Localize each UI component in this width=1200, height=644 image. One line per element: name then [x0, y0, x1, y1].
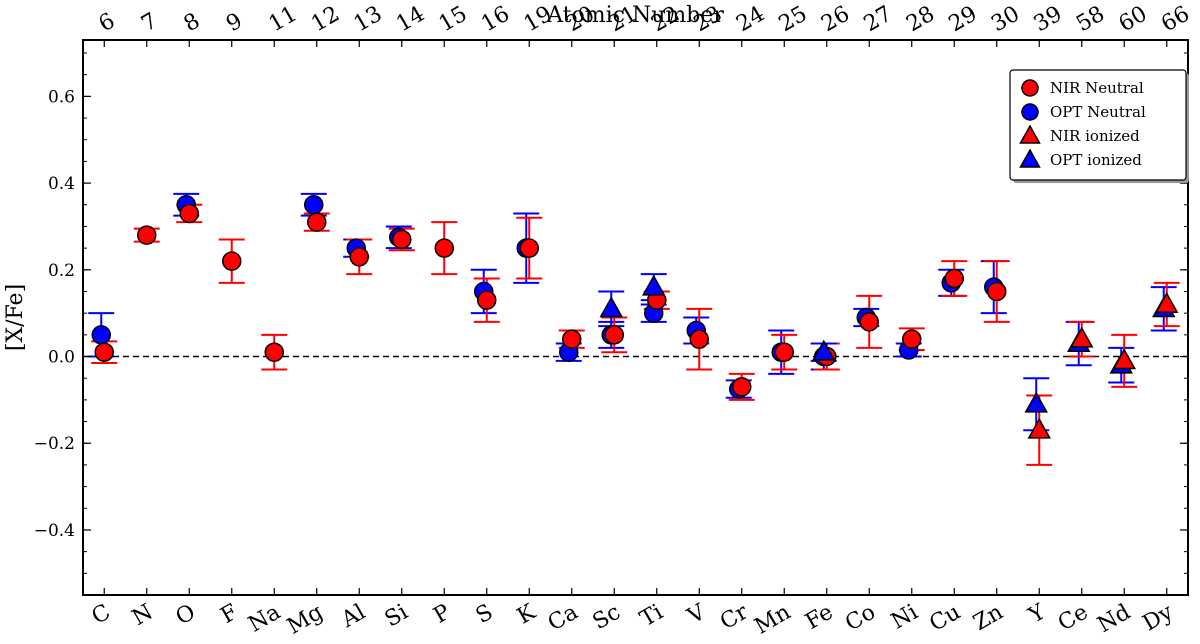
x-tick-label: V — [683, 599, 711, 630]
data-point — [94, 342, 114, 362]
x-tick-label: Cr — [716, 599, 753, 635]
x2-tick-label: 39 — [1030, 2, 1067, 38]
x2-tick-label: 11 — [265, 2, 302, 38]
x2-tick-label: 60 — [1115, 2, 1152, 38]
data-point — [774, 342, 794, 362]
x2-tick-label: 7 — [137, 9, 162, 38]
x2-tick-label: 24 — [732, 2, 769, 38]
x2-tick-label: 9 — [222, 9, 247, 38]
x-tick-label: K — [513, 599, 540, 629]
x-tick-label: Zn — [969, 600, 1007, 636]
data-point — [434, 238, 454, 258]
x-tick-label: Mg — [283, 600, 327, 640]
x-tick-label: Fe — [801, 600, 837, 635]
data-point — [562, 329, 582, 349]
legend-marker — [1019, 124, 1041, 144]
x-tick-label: Ca — [544, 600, 582, 637]
data-point — [222, 251, 242, 271]
data-point — [137, 225, 157, 245]
x-tick-label: Co — [841, 600, 880, 637]
data-point — [1027, 417, 1051, 439]
x2-tick-label: 27 — [860, 2, 897, 38]
x-tick-label: Mn — [751, 600, 795, 640]
y-tick-label: 0.2 — [48, 261, 75, 281]
x2-tick-label: 6 — [95, 9, 120, 38]
legend-label: NIR ionized — [1050, 127, 1140, 145]
data-point — [1070, 326, 1094, 348]
x-tick-label: Cu — [925, 600, 964, 637]
legend-label: NIR Neutral — [1050, 79, 1144, 97]
x2-tick-label: 26 — [817, 2, 854, 38]
plot-frame — [82, 39, 1189, 596]
x2-tick-label: 16 — [477, 2, 514, 38]
data-point — [689, 329, 709, 349]
data-point — [392, 229, 412, 250]
data-point — [599, 296, 623, 318]
x2-tick-label: 25 — [775, 2, 812, 38]
data-point — [812, 339, 836, 361]
x-tick-label: Si — [381, 600, 413, 633]
legend-marker — [1021, 103, 1039, 121]
data-point — [349, 247, 369, 267]
y-tick-label: −0.2 — [34, 434, 75, 454]
data-point — [179, 203, 199, 224]
x-tick-label: Ti — [636, 600, 667, 633]
x2-tick-label: 13 — [350, 2, 387, 38]
x2-tick-label: 29 — [945, 2, 982, 38]
x-tick-label: Y — [1024, 599, 1050, 629]
x-tick-label: Al — [337, 600, 370, 634]
legend-label: OPT ionized — [1050, 151, 1142, 169]
data-point — [477, 290, 497, 310]
data-point — [304, 195, 324, 215]
x-tick-label: Na — [244, 600, 285, 638]
data-point — [307, 212, 327, 232]
data-point — [944, 268, 964, 289]
x2-tick-label: 14 — [392, 2, 429, 38]
data-point — [902, 329, 922, 349]
x2-tick-label: 58 — [1072, 2, 1109, 38]
x-tick-label: Dy — [1139, 599, 1178, 636]
y-axis-title: [X/Fe] — [3, 284, 28, 351]
x-tick-label: N — [128, 600, 157, 631]
x-tick-label: Ce — [1054, 600, 1092, 637]
x2-tick-label: 66 — [1157, 2, 1194, 38]
y-tick-label: 0.6 — [48, 87, 75, 107]
legend-marker — [1021, 79, 1039, 97]
y-tick-label: 0.4 — [48, 174, 75, 194]
data-point — [642, 274, 666, 296]
x2-tick-label: 30 — [987, 2, 1024, 38]
data-point — [859, 312, 879, 332]
data-point — [732, 377, 752, 397]
x-tick-label: S — [472, 600, 498, 629]
y-tick-label: 0.0 — [48, 348, 75, 368]
x-tick-label: C — [88, 600, 115, 630]
legend-label: OPT Neutral — [1050, 103, 1146, 121]
legend: NIR Neutral OPT Neutral NIR ionized OPT ion… — [1009, 69, 1189, 183]
data-point — [1112, 348, 1136, 370]
legend-marker — [1019, 148, 1041, 168]
x-tick-label: P — [430, 600, 455, 629]
x2-tick-label: 8 — [180, 9, 205, 38]
top-axis-title: Atomic Number — [546, 3, 724, 28]
data-point — [1024, 391, 1048, 413]
x-tick-label: Ni — [887, 600, 922, 635]
data-point — [1155, 291, 1179, 313]
data-point — [264, 342, 284, 362]
error-bars-layer — [88, 192, 1180, 466]
x-tick-label: F — [217, 600, 243, 629]
data-point — [987, 281, 1007, 302]
x2-tick-label: 12 — [307, 2, 344, 38]
data-point — [604, 325, 624, 345]
x2-tick-label: 28 — [902, 2, 939, 38]
x-tick-label: Sc — [589, 600, 625, 635]
legend-box — [1009, 69, 1187, 181]
y-tick-label: −0.4 — [34, 521, 75, 541]
x-tick-label: Nd — [1093, 600, 1134, 638]
x-tick-label: O — [172, 600, 200, 631]
markers-layer — [91, 195, 1179, 439]
data-point — [519, 238, 539, 258]
data-point — [91, 325, 111, 345]
x2-tick-label: 15 — [435, 2, 472, 38]
